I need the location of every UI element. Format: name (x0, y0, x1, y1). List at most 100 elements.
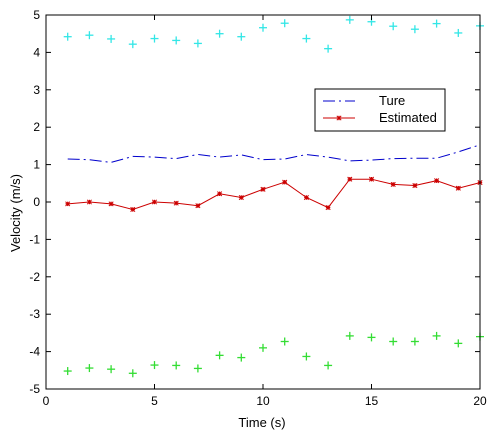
star-d2 (347, 176, 353, 182)
star-d2 (390, 181, 396, 187)
series-markers-2 (63, 15, 484, 53)
series-estimated-point (108, 201, 114, 207)
series-markers-3-point (107, 365, 116, 374)
y-tick-label: 1 (33, 158, 40, 172)
series-estimated-point (217, 191, 223, 197)
series-markers-2-point (259, 23, 267, 32)
series-estimated-point (455, 185, 461, 191)
x-tick-label: 5 (151, 394, 158, 408)
series-markers-2-point (237, 32, 246, 41)
series-markers-3-point (432, 331, 441, 340)
x-tick-label: 20 (473, 394, 487, 408)
legend-label-ture: Ture (379, 93, 405, 108)
series-estimated-point (173, 200, 179, 206)
series-markers-3-point (324, 361, 333, 370)
series-markers-2-point (150, 34, 159, 43)
series-markers-2-point (107, 34, 116, 43)
star-d2 (86, 199, 92, 205)
x-tick-label: 0 (43, 394, 50, 408)
y-tick-label: -4 (29, 345, 40, 359)
plot-area (63, 15, 484, 378)
series-markers-2-point (410, 25, 419, 34)
series-markers-3-point (150, 361, 159, 370)
series-markers-3-point (215, 351, 224, 360)
series-ture-line (67, 144, 481, 163)
star-d2 (65, 201, 71, 207)
series-markers-2-point (345, 15, 354, 24)
series-markers-3-point (280, 337, 289, 346)
series-markers-2-point (324, 44, 333, 53)
legend-label-estimated: Estimated (379, 110, 437, 125)
series-markers-2-point (280, 19, 289, 28)
series-markers-3-point (302, 352, 311, 361)
star-d2 (260, 186, 266, 192)
series-markers-3-point (128, 369, 137, 378)
series-markers-3-point (454, 339, 463, 348)
series-estimated-point (65, 201, 71, 207)
y-tick-label: -1 (29, 232, 40, 246)
legend: Ture Estimated (314, 88, 446, 132)
legend-marker-estimated (336, 115, 342, 121)
series-estimated-point (434, 178, 440, 184)
series-estimated-point (368, 176, 375, 182)
series-markers-3-point (410, 337, 419, 346)
series-estimated-point (390, 181, 396, 187)
star-d2 (238, 194, 244, 201)
series-markers-3 (63, 331, 484, 378)
series-markers-2-point (432, 19, 441, 28)
series-markers-3-point (193, 364, 202, 373)
y-tick-label: 5 (33, 8, 40, 22)
x-axis-label: Time (s) (238, 415, 285, 430)
star-d2 (303, 194, 309, 201)
series-estimated-point (238, 194, 244, 201)
series-estimated (65, 176, 483, 213)
star-d2 (151, 199, 158, 205)
series-estimated-line (67, 178, 481, 211)
series-estimated-point (195, 203, 201, 209)
series-estimated-point (260, 186, 266, 192)
x-tick-label: 15 (365, 394, 379, 408)
series-ture (67, 144, 481, 163)
star-d2 (173, 200, 179, 206)
series-markers-2-point (454, 28, 463, 37)
series-markers-2-point (63, 32, 72, 41)
star-d2 (434, 178, 440, 184)
series-estimated-point (130, 206, 136, 213)
legend-box (314, 88, 446, 132)
y-tick-label: 0 (33, 195, 40, 209)
series-estimated-point (303, 194, 309, 201)
star-d2 (282, 179, 288, 185)
star-d2 (325, 205, 331, 211)
y-tick-label: 2 (33, 120, 40, 134)
series-markers-3-point (389, 337, 398, 346)
series-markers-2-point (302, 34, 311, 43)
series-markers-3-point (367, 333, 376, 342)
star-d2 (412, 182, 418, 189)
y-tick-label: 4 (33, 45, 40, 59)
star-d2 (336, 115, 342, 121)
series-markers-2-point (85, 31, 94, 40)
y-tick-label: 3 (33, 83, 40, 97)
series-estimated-point (412, 182, 418, 189)
y-tick-label: -5 (29, 382, 40, 396)
series-markers-2-point (193, 39, 202, 48)
y-tick-label: -3 (29, 307, 40, 321)
series-estimated-point (86, 199, 92, 205)
star-d2 (195, 203, 201, 209)
series-markers-2-point (389, 22, 398, 31)
series-estimated-point (282, 179, 288, 185)
series-markers-3-point (259, 343, 267, 352)
series-markers-3-point (172, 361, 181, 370)
x-tick-label: 10 (256, 394, 270, 408)
series-estimated-point (347, 176, 353, 182)
star-d2 (217, 191, 223, 197)
series-markers-3-point (345, 331, 354, 340)
star-d2 (130, 206, 136, 213)
star-d2 (455, 185, 461, 191)
series-markers-2-point (172, 36, 181, 45)
y-tick-label: -2 (29, 270, 40, 284)
series-estimated-point (151, 199, 158, 205)
series-estimated-point (325, 205, 331, 211)
